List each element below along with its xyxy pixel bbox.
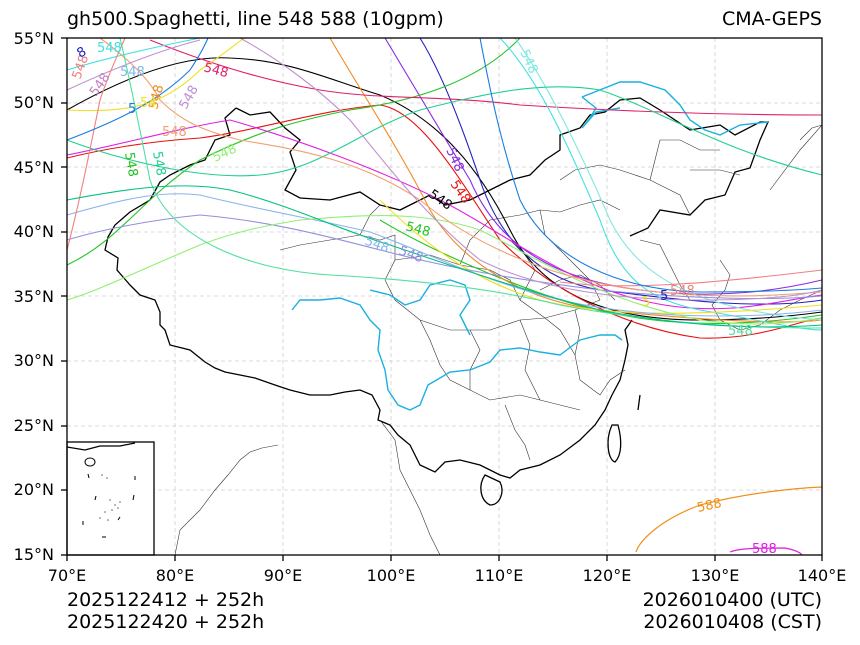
svg-text:548: 548 xyxy=(728,324,753,339)
svg-text:548: 548 xyxy=(202,60,230,81)
svg-text:548: 548 xyxy=(670,284,695,299)
svg-text:548: 548 xyxy=(363,234,391,257)
country-borders xyxy=(104,97,770,506)
svg-text:5: 5 xyxy=(128,102,136,117)
south-china-sea-inset xyxy=(66,441,155,556)
lat-tick-45: 45°N xyxy=(13,158,54,177)
lat-tick-35: 35°N xyxy=(13,287,54,306)
lon-tick-90: 90°E xyxy=(263,566,303,585)
svg-text:548: 548 xyxy=(97,41,122,56)
svg-text:548: 548 xyxy=(397,244,425,267)
plot-frame xyxy=(61,37,823,561)
lat-tick-15: 15°N xyxy=(13,545,54,564)
svg-text:548: 548 xyxy=(210,142,239,166)
svg-text:548: 548 xyxy=(121,151,140,178)
lat-tick-25: 25°N xyxy=(13,416,54,435)
valid-time-cst: 2026010408 (CST) xyxy=(643,611,822,633)
init-time-block: 2025122412 + 252h 2025122420 + 252h xyxy=(67,589,264,633)
lon-tick-70: 70°E xyxy=(47,566,87,585)
lon-tick-140: 140°E xyxy=(797,566,847,585)
map-title: gh500.Spaghetti, line 548 588 (10gpm) xyxy=(67,8,444,30)
lat-tick-55: 55°N xyxy=(13,29,54,48)
rivers xyxy=(291,81,769,411)
svg-text:548: 548 xyxy=(120,65,145,80)
lon-tick-80: 80°E xyxy=(155,566,195,585)
svg-text:588: 588 xyxy=(752,542,777,557)
model-source: CMA-GEPS xyxy=(721,8,822,30)
init-time-cst: 2025122420 + 252h xyxy=(67,611,265,633)
lat-tick-50: 50°N xyxy=(13,93,54,112)
svg-text:588: 588 xyxy=(696,496,723,516)
province-borders xyxy=(174,124,823,556)
valid-time-utc: 2026010400 (UTC) xyxy=(642,589,822,611)
svg-text:548: 548 xyxy=(146,83,167,111)
lat-tick-20: 20°N xyxy=(13,480,54,499)
lon-tick-110: 110°E xyxy=(474,566,524,585)
lon-tick-120: 120°E xyxy=(582,566,632,585)
contours-588 xyxy=(635,486,823,556)
svg-text:548: 548 xyxy=(176,83,201,112)
init-time-utc: 2025122412 + 252h xyxy=(67,589,265,611)
lat-tick-30: 30°N xyxy=(13,351,54,370)
svg-text:5: 5 xyxy=(642,295,650,310)
svg-text:548: 548 xyxy=(162,125,187,140)
svg-text:54: 54 xyxy=(140,96,157,111)
gridlines xyxy=(67,38,822,555)
valid-time-block: 2026010400 (UTC) 2026010408 (CST) xyxy=(643,589,822,633)
svg-text:548: 548 xyxy=(404,219,432,240)
svg-text:5: 5 xyxy=(660,289,668,304)
lon-tick-100: 100°E xyxy=(366,566,416,585)
svg-text:548: 548 xyxy=(149,150,168,177)
lat-tick-40: 40°N xyxy=(13,222,54,241)
lon-tick-130: 130°E xyxy=(690,566,740,585)
contours-548 xyxy=(66,37,823,339)
